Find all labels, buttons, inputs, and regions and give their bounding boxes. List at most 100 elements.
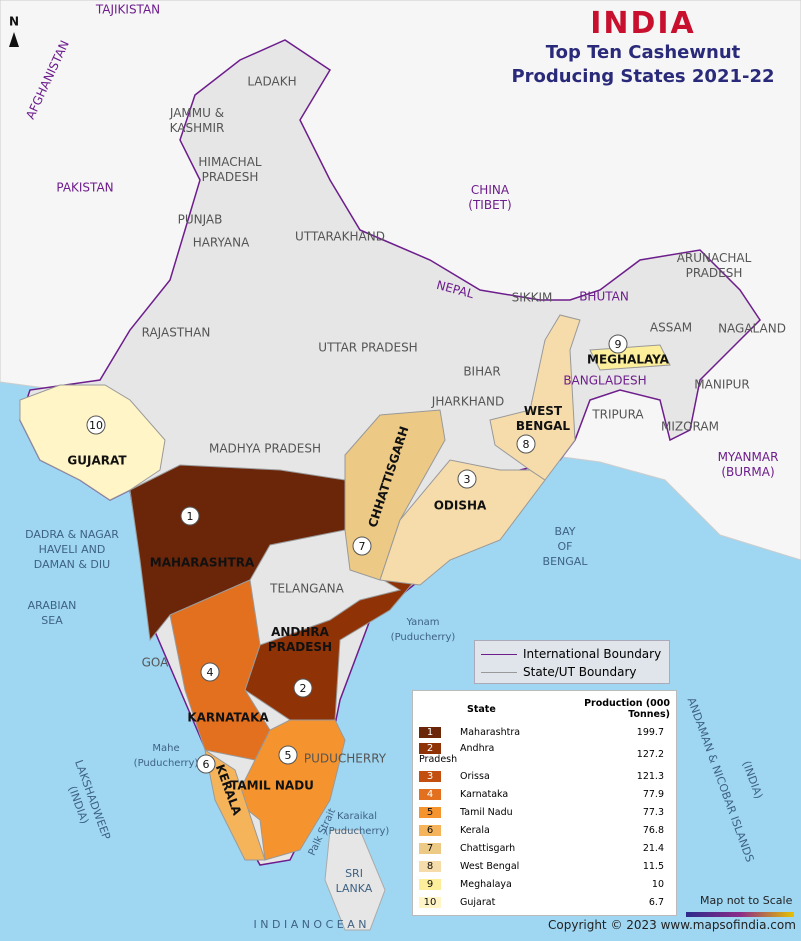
map-label: LADAKH [247, 75, 296, 89]
marker-label: 4 [207, 666, 214, 679]
marker-circle [200, 662, 220, 682]
map-label: ODISHA [434, 499, 487, 513]
map-label: HIMACHAL PRADESH [198, 155, 262, 184]
state-name: Orissa [460, 770, 490, 782]
map-label: TRIPURA [591, 408, 644, 422]
table-row: 1 Maharashtra 199.7 [417, 723, 672, 741]
map-label: MYANMAR (BURMA) [718, 450, 779, 479]
rank-marker: 2 [293, 678, 313, 698]
table-header: Production (000 Tonnes) [584, 698, 670, 720]
map-label: ASSAM [650, 321, 692, 335]
map-label: NAGALAND [718, 322, 786, 336]
label-line: SEA [41, 614, 63, 627]
label-line: (Puducherry) [391, 632, 456, 643]
rank-swatch: 4 [419, 788, 441, 800]
state-name: Andhra Pradesh [419, 743, 495, 765]
map-label: PUDUCHERRY [304, 752, 387, 766]
label-line: (Puducherry) [325, 826, 390, 837]
marker-label: 7 [359, 540, 366, 553]
map-label: ANDHRA PRADESH [268, 625, 332, 654]
table-row: 7 Chattisgarh 21.4 [417, 839, 672, 857]
map-label: I N D I A N O C E A N [254, 918, 367, 931]
sri-lanka [324, 829, 386, 931]
label-line: (BURMA) [721, 465, 774, 479]
map-label: DADRA & NAGAR HAVELI AND DAMAN & DIU [25, 528, 119, 571]
map-label: BIHAR [463, 365, 500, 379]
rank-swatch: 3 [419, 770, 441, 782]
meghalaya [589, 344, 671, 371]
production-table: State Production (000 Tonnes) 1 Maharasht… [412, 690, 677, 916]
rank-marker: 1 [180, 506, 200, 526]
map-label: PAKISTAN [56, 181, 113, 195]
label-line: (Puducherry) [134, 758, 199, 769]
label-line: PRADESH [268, 640, 332, 654]
label-line: DADRA & NAGAR [25, 528, 119, 541]
state-cell: 3 Orissa [417, 767, 537, 785]
kerala [204, 748, 266, 861]
marker-circle [293, 678, 313, 698]
map-label: UTTARAKHAND [295, 230, 385, 244]
production-cell: 6.7 [648, 896, 664, 908]
header: INDIA Top Ten Cashewnut Producing States… [493, 6, 793, 89]
rank-swatch: 9 [419, 878, 441, 890]
map-label: N [9, 15, 19, 29]
label-line: HIMACHAL [198, 155, 262, 169]
gujarat [19, 384, 166, 501]
production-cell: 127.2 [636, 748, 664, 760]
label-line: WEST [524, 404, 563, 418]
maharashtra [129, 464, 346, 642]
label-line: PRADESH [202, 170, 259, 184]
map-label: ARUNACHAL PRADESH [677, 251, 752, 280]
marker-circle [352, 536, 372, 556]
map-label: GUJARAT [67, 454, 127, 468]
rank-marker: 10 [86, 415, 106, 435]
map-label: MANIPUR [694, 378, 749, 392]
label-line: JAMMU & [169, 106, 224, 120]
tamil-nadu [234, 719, 346, 861]
map-label: MIZORAM [661, 420, 719, 434]
production-cell: 121.3 [636, 770, 664, 782]
state-cell: 8 West Bengal [417, 857, 537, 875]
marker-circle [516, 434, 536, 454]
table-row: 9 Meghalaya 10 [417, 875, 672, 893]
rank-swatch: 10 [419, 896, 441, 908]
table-header: State [467, 703, 496, 715]
marker-circle [608, 334, 628, 354]
state-cell: 10 Gujarat [417, 893, 537, 911]
map-label: BAY OF BENGAL [543, 525, 589, 568]
andhra-pradesh [244, 544, 447, 721]
label-line: PRADESH [686, 266, 743, 280]
map-label: MAHARASHTRA [150, 556, 255, 570]
table-row: 5 Tamil Nadu 77.3 [417, 803, 672, 821]
label-line: ARUNACHAL [677, 251, 752, 265]
production-cell: 199.7 [636, 726, 664, 738]
marker-label: 1 [187, 510, 194, 523]
state-cell: 2 Andhra Pradesh [417, 741, 537, 767]
label-line: OF [558, 540, 573, 553]
rank-marker: 9 [608, 334, 628, 354]
rank-swatch: 6 [419, 824, 441, 836]
label-line: Yanam [405, 617, 439, 628]
map-label: BANGLADESH [563, 374, 646, 388]
table-row: 6 Kerala 76.8 [417, 821, 672, 839]
label-line: ANDHRA [271, 625, 330, 639]
legend-label: State/UT Boundary [523, 665, 637, 679]
state-name: West Bengal [460, 860, 520, 872]
map-label: JHARKHAND [431, 395, 504, 409]
marker-label: 8 [523, 438, 530, 451]
marker-label: 9 [615, 338, 622, 351]
rank-swatch: 7 [419, 842, 441, 854]
map-label: KARNATAKA [187, 711, 269, 725]
legend: International Boundary State/UT Boundary [474, 640, 670, 684]
map-label: Karaikal (Puducherry) [325, 811, 390, 837]
table: State Production (000 Tonnes) 1 Maharasht… [417, 695, 672, 911]
production-cell: 76.8 [642, 824, 664, 836]
title: Top Ten Cashewnut Producing States 2021-… [511, 42, 775, 87]
label-line: DAMAN & DIU [34, 558, 110, 571]
state-name: Meghalaya [460, 878, 512, 890]
scale-bar [686, 912, 794, 917]
state-name: Kerala [460, 824, 490, 836]
marker-label: 5 [285, 749, 292, 762]
marker-label: 3 [464, 473, 471, 486]
